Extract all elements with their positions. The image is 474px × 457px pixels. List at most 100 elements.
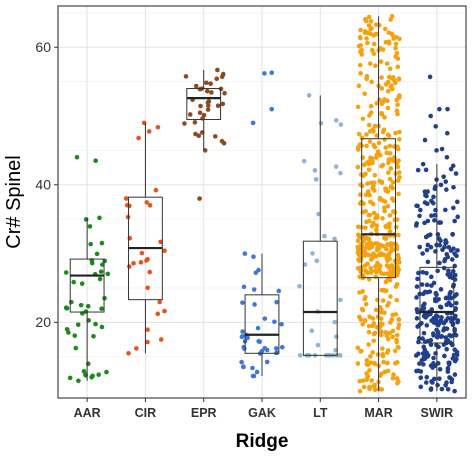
- data-point: [368, 354, 373, 359]
- data-point: [131, 260, 136, 266]
- data-point: [363, 209, 368, 214]
- outlier-point: [437, 106, 442, 112]
- data-point: [396, 317, 402, 322]
- data-point: [71, 279, 77, 285]
- data-point: [435, 232, 441, 237]
- data-point: [452, 328, 457, 334]
- data-point: [383, 186, 388, 191]
- data-point: [395, 64, 401, 70]
- data-point: [415, 167, 421, 173]
- data-point: [372, 32, 378, 37]
- data-point: [434, 292, 439, 298]
- data-point: [251, 373, 257, 379]
- data-point: [365, 374, 370, 380]
- jitter-points: [63, 14, 461, 394]
- data-point: [368, 244, 374, 250]
- data-point: [361, 173, 366, 178]
- data-point: [196, 133, 202, 139]
- data-point: [377, 304, 383, 310]
- data-point: [453, 300, 459, 306]
- data-point: [367, 139, 373, 144]
- data-point: [373, 63, 378, 69]
- data-point: [212, 134, 218, 139]
- data-point: [391, 272, 397, 278]
- data-point: [367, 386, 372, 392]
- data-point: [420, 251, 425, 256]
- data-point: [443, 383, 448, 388]
- data-point: [214, 76, 220, 81]
- data-point: [362, 30, 368, 36]
- data-point: [372, 144, 378, 150]
- data-point: [198, 103, 203, 109]
- data-point: [359, 348, 364, 354]
- data-point: [215, 67, 220, 73]
- data-point: [355, 164, 361, 170]
- data-point: [414, 223, 419, 228]
- data-point: [396, 94, 402, 99]
- data-point: [420, 269, 426, 275]
- data-point: [424, 323, 430, 328]
- data-point: [205, 107, 211, 112]
- data-point: [90, 373, 95, 379]
- outlier-point: [250, 120, 256, 126]
- data-point: [368, 265, 373, 271]
- data-point: [420, 351, 426, 356]
- box: [69, 258, 105, 313]
- data-point: [438, 305, 444, 310]
- data-point: [276, 288, 282, 294]
- data-point: [220, 101, 226, 107]
- data-point: [240, 300, 245, 305]
- outlier-point: [422, 137, 428, 143]
- data-point: [371, 51, 377, 57]
- data-point: [368, 199, 373, 205]
- data-point: [239, 359, 244, 365]
- data-point: [364, 143, 369, 149]
- data-point: [368, 19, 374, 24]
- data-point: [357, 314, 362, 320]
- data-point: [391, 198, 397, 203]
- data-point: [382, 369, 388, 375]
- data-point: [378, 330, 384, 336]
- data-point: [372, 387, 378, 393]
- data-point: [250, 365, 255, 371]
- data-point: [361, 239, 366, 244]
- data-point: [421, 362, 426, 367]
- y-tick-label: 40: [35, 176, 51, 192]
- data-point: [241, 284, 247, 290]
- data-point: [446, 360, 452, 366]
- data-point: [360, 321, 365, 327]
- data-point: [155, 124, 161, 130]
- data-point: [123, 196, 129, 201]
- data-point: [333, 164, 339, 169]
- data-point: [273, 346, 279, 351]
- data-point: [333, 334, 339, 339]
- data-point: [418, 384, 424, 390]
- data-point: [385, 242, 390, 247]
- data-point: [382, 208, 387, 214]
- data-point: [366, 122, 372, 128]
- data-point: [384, 350, 390, 355]
- data-point: [365, 243, 370, 249]
- data-point: [376, 268, 382, 274]
- data-point: [384, 61, 390, 66]
- data-point: [382, 115, 387, 120]
- data-point: [395, 102, 400, 108]
- data-point: [369, 79, 374, 85]
- data-point: [386, 157, 392, 162]
- data-point: [365, 181, 370, 186]
- data-point: [126, 350, 131, 356]
- data-point: [445, 386, 451, 392]
- data-point: [264, 359, 270, 365]
- data-point: [394, 337, 399, 343]
- data-point: [450, 231, 455, 237]
- data-point: [338, 170, 343, 176]
- data-point: [75, 322, 81, 327]
- data-point: [363, 192, 369, 198]
- data-point: [434, 298, 439, 304]
- data-point: [439, 386, 445, 392]
- data-point: [73, 345, 79, 351]
- data-point: [423, 234, 429, 240]
- data-point: [438, 238, 443, 244]
- data-point: [67, 375, 73, 381]
